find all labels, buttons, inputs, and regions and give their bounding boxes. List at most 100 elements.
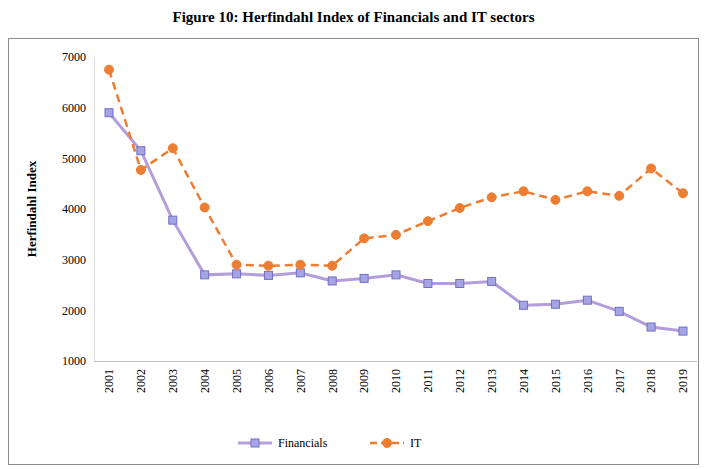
x-tick-label: 2005: [230, 369, 244, 393]
x-tick: 2013: [485, 361, 499, 393]
y-tick-label: 1000: [62, 354, 86, 368]
data-point: [233, 270, 241, 278]
x-tick: 2003: [166, 361, 180, 393]
y-axis-line: [94, 58, 95, 362]
x-tick: 2009: [357, 361, 371, 393]
data-point: [583, 296, 591, 304]
x-tick: 2004: [198, 361, 212, 393]
data-point: [423, 217, 432, 226]
x-tick-label: 2007: [294, 369, 308, 393]
data-point: [647, 323, 655, 331]
data-point: [136, 165, 145, 174]
x-tick: 2001: [102, 361, 116, 393]
y-tick: 4000: [62, 202, 94, 216]
y-tick-label: 6000: [62, 101, 86, 115]
y-tick: 7000: [62, 50, 94, 64]
x-tick-label: 2011: [421, 369, 435, 393]
x-tick-label: 2015: [549, 369, 563, 393]
legend-item: IT: [370, 436, 422, 450]
x-tick: 2005: [230, 361, 244, 393]
x-tick-label: 2016: [581, 369, 595, 393]
y-tick-label: 5000: [62, 152, 86, 166]
x-tick: 2019: [676, 361, 690, 393]
x-axis-line: [94, 361, 697, 362]
x-tick-label: 2009: [357, 369, 371, 393]
data-point: [520, 301, 528, 309]
data-point: [615, 191, 624, 200]
y-tick: 3000: [62, 253, 94, 267]
x-tick-label: 2008: [326, 369, 340, 393]
plot-area: [105, 65, 688, 335]
y-tick-label: 4000: [62, 202, 86, 216]
x-tick-label: 2019: [676, 369, 690, 393]
x-tick-label: 2010: [389, 369, 403, 393]
data-point: [360, 234, 369, 243]
data-point: [168, 144, 177, 153]
data-point: [392, 271, 400, 279]
x-tick-label: 2002: [134, 369, 148, 393]
data-point: [551, 195, 560, 204]
x-tick-label: 2012: [453, 369, 467, 393]
data-point: [392, 230, 401, 239]
x-tick-label: 2001: [102, 369, 116, 393]
data-point: [679, 327, 687, 335]
data-point: [551, 300, 559, 308]
y-tick-label: 2000: [62, 304, 86, 318]
data-point: [169, 216, 177, 224]
data-point: [615, 307, 623, 315]
x-tick-label: 2017: [613, 369, 627, 393]
x-tick: 2002: [134, 361, 148, 393]
y-tick-label: 7000: [62, 50, 86, 64]
y-axis: 1000 2000 3000 4000 5000 6000 7000: [62, 50, 95, 368]
data-point: [200, 203, 209, 212]
chart: Figure 10: Herfindahl Index of Financial…: [0, 0, 707, 469]
chart-frame: [9, 39, 699, 465]
data-point: [296, 269, 304, 277]
data-point: [264, 261, 273, 270]
title: Figure 10: Herfindahl Index of Financial…: [173, 9, 535, 25]
data-point: [232, 260, 241, 269]
y-tick: 1000: [62, 354, 94, 368]
legend-marker: [383, 439, 392, 448]
legend-label: Financials: [278, 436, 328, 450]
x-tick: 2015: [549, 361, 563, 393]
legend-item: Financials: [238, 436, 328, 450]
y-tick: 5000: [62, 152, 94, 166]
data-point: [455, 203, 464, 212]
x-tick-label: 2004: [198, 369, 212, 393]
x-tick-label: 2003: [166, 369, 180, 393]
data-point: [296, 260, 305, 269]
x-tick-label: 2013: [485, 369, 499, 393]
data-point: [137, 147, 145, 155]
data-point: [519, 187, 528, 196]
x-tick: 2010: [389, 361, 403, 393]
x-tick: 2007: [294, 361, 308, 393]
x-tick-label: 2006: [262, 369, 276, 393]
x-tick-label: 2018: [644, 369, 658, 393]
legend-marker: [251, 439, 259, 447]
line-series: [109, 70, 683, 266]
data-point: [328, 277, 336, 285]
data-point: [264, 271, 272, 279]
x-tick: 2014: [517, 361, 531, 393]
data-point: [583, 187, 592, 196]
x-tick: 2016: [581, 361, 595, 393]
x-tick: 2011: [421, 361, 435, 393]
data-point: [647, 164, 656, 173]
line-series: [109, 113, 683, 331]
y-axis-title: Herfindahl Index: [24, 160, 39, 257]
data-point: [456, 279, 464, 287]
legend-label: IT: [410, 436, 422, 450]
x-tick: 2012: [453, 361, 467, 393]
x-tick: 2017: [613, 361, 627, 393]
data-point: [488, 277, 496, 285]
x-tick: 2006: [262, 361, 276, 393]
data-point: [105, 65, 114, 74]
data-point: [679, 189, 688, 198]
data-point: [487, 193, 496, 202]
x-tick: 2018: [644, 361, 658, 393]
x-tick-label: 2014: [517, 369, 531, 393]
y-tick: 6000: [62, 101, 94, 115]
data-point: [328, 261, 337, 270]
x-tick: 2008: [326, 361, 340, 393]
